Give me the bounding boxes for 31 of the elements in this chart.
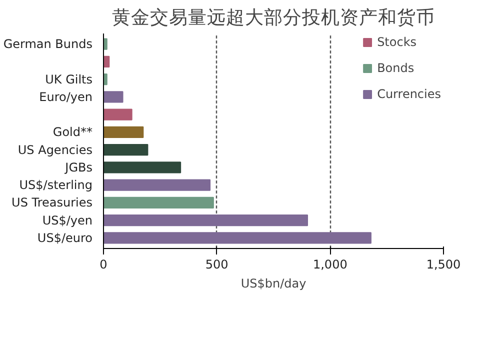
bar <box>104 56 110 68</box>
legend-label: Stocks <box>377 35 417 49</box>
legend-label: Bonds <box>377 61 414 75</box>
x-axis-title: US$bn/day <box>240 276 306 290</box>
y-tick-label: US$/sterling <box>19 178 93 192</box>
y-tick-label: US Treasuries <box>12 196 93 210</box>
bar <box>104 144 148 156</box>
bar <box>104 74 108 86</box>
bar <box>104 126 144 138</box>
y-tick-label: Euro/yen <box>39 90 93 104</box>
x-tick-label: 1,500 <box>426 258 461 272</box>
x-tick-label: 500 <box>205 258 228 272</box>
y-tick-label: Gold** <box>52 125 92 140</box>
legend-label: Currencies <box>377 87 441 101</box>
y-tick-label: JGBs <box>64 160 93 174</box>
bar <box>104 179 211 191</box>
x-tick-label: 1,000 <box>312 258 348 272</box>
bar <box>104 162 182 174</box>
bar <box>104 38 108 50</box>
bar <box>104 108 132 120</box>
chart-title: 黄金交易量远超大部分投机资产和货币 <box>112 6 435 28</box>
bar <box>104 214 308 226</box>
bar <box>104 196 214 208</box>
y-tick-label: UK Gilts <box>45 72 92 86</box>
bar <box>104 91 124 103</box>
bar <box>104 232 372 244</box>
y-tick-label: US$/yen <box>42 213 93 228</box>
y-tick-label: German Bunds <box>3 37 93 52</box>
x-tick-label: 0 <box>100 258 108 272</box>
y-tick-label: US$/euro <box>37 230 92 245</box>
y-tick-label: US Agencies <box>18 142 93 157</box>
